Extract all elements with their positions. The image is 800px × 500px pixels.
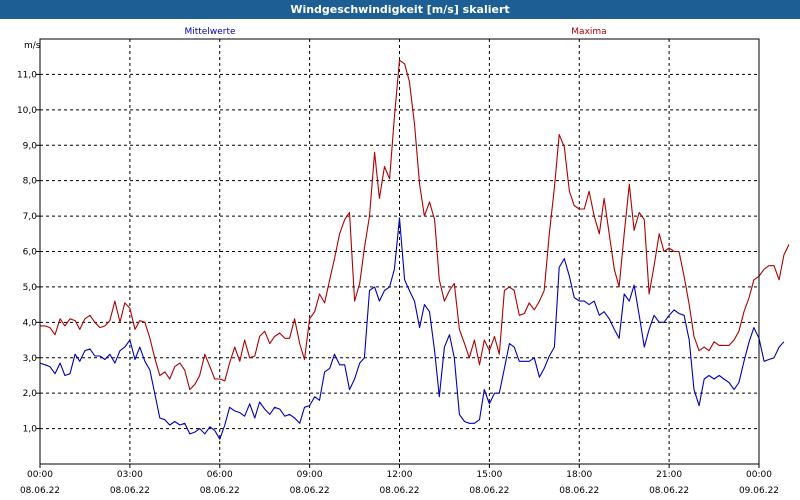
x-tick-date: 08.06.22: [649, 486, 689, 496]
chart-title: Windgeschwindigkeit [m/s] skaliert: [0, 0, 800, 19]
x-tick-date: 08.06.22: [379, 486, 419, 496]
x-tick-date: 09.06.22: [739, 486, 779, 496]
y-tick-label: 5,0: [23, 283, 38, 293]
y-tick-label: 3,0: [23, 354, 38, 364]
x-tick-date: 08.06.22: [290, 486, 330, 496]
series-line-mittelwerte: [39, 217, 785, 440]
x-tick-date: 08.06.22: [559, 486, 599, 496]
x-axis-ticks: 00:00 08.06.22 03:00 08.06.22 06:00 08.06.22 0…: [20, 464, 779, 496]
y-axis-label: m/s: [24, 41, 41, 51]
x-tick-time: 03:00: [117, 470, 143, 480]
x-tick-date: 08.06.22: [469, 486, 509, 496]
x-tick-time: 06:00: [207, 470, 233, 480]
x-tick-date: 08.06.22: [110, 486, 150, 496]
y-tick-label: 9,0: [23, 141, 38, 151]
legend-mittelwerte: Mittelwerte: [184, 27, 235, 37]
x-tick-date: 08.06.22: [200, 486, 240, 496]
x-tick-time: 09:00: [297, 470, 323, 480]
series-line-maxima: [40, 59, 790, 391]
y-tick-label: 6,0: [23, 248, 38, 258]
x-tick-time: 00:00: [27, 470, 53, 480]
y-tick-label: 8,0: [23, 177, 38, 187]
x-tick-time: 12:00: [387, 470, 413, 480]
series-group: [39, 59, 790, 440]
grid: [40, 39, 759, 464]
y-tick-label: 4,0: [23, 318, 38, 328]
y-tick-label: 10,0: [17, 106, 37, 116]
x-tick-date: 08.06.22: [20, 486, 60, 496]
x-tick-time: 18:00: [566, 470, 592, 480]
x-tick-time: 21:00: [656, 470, 682, 480]
x-tick-time: 15:00: [476, 470, 502, 480]
y-tick-label: 11,0: [17, 70, 37, 80]
y-tick-label: 1,0: [23, 425, 38, 435]
y-axis-ticks: 1,0 2,0 3,0 4,0 5,0 6,0 7,0 8,0 9,0 10,0 11,0: [17, 70, 40, 435]
y-tick-label: 7,0: [23, 212, 38, 222]
legend-maxima: Maxima: [571, 27, 606, 37]
y-tick-label: 2,0: [23, 389, 38, 399]
x-tick-time: 00:00: [746, 470, 772, 480]
